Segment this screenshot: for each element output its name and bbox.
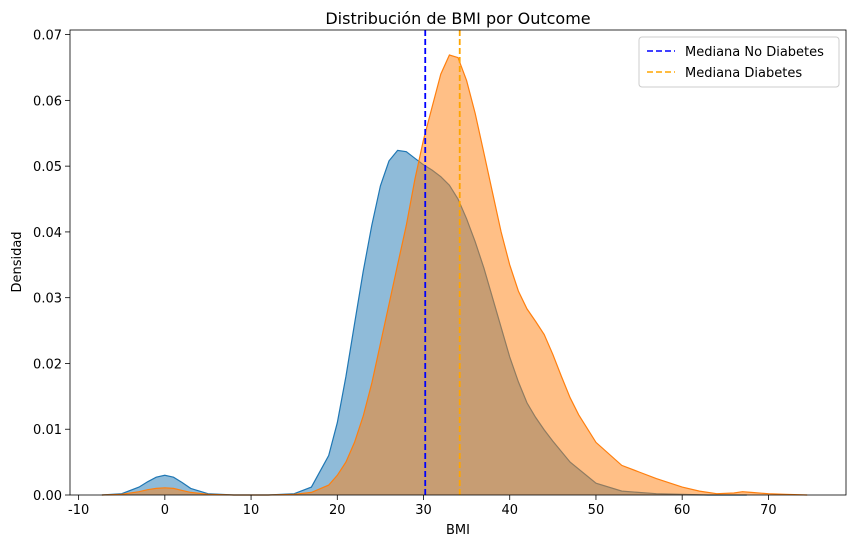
chart-title: Distribución de BMI por Outcome (325, 9, 590, 28)
legend-label-no-diabetes: Mediana No Diabetes (685, 45, 824, 60)
series-layer (101, 54, 808, 496)
y-axis: 0.00 0.01 0.02 0.03 0.04 0.05 0.06 0.07 (33, 29, 70, 504)
x-tick-label: 30 (415, 503, 432, 518)
x-tick-label: 70 (760, 503, 777, 518)
y-tick-label: 0.05 (33, 160, 62, 175)
y-axis-label: Densidad (10, 231, 25, 292)
median-layer (424, 30, 461, 495)
density-area-diabetes (101, 55, 808, 495)
x-tick-label: 60 (674, 503, 691, 518)
y-tick-label: 0.01 (33, 423, 62, 438)
plot-frame (69, 29, 847, 496)
legend-label-diabetes: Mediana Diabetes (685, 66, 802, 81)
x-tick-label: 20 (329, 503, 346, 518)
legend-box (638, 36, 840, 88)
x-axis: -10 0 10 20 30 40 50 60 70 (68, 495, 777, 518)
x-tick-label: 50 (588, 503, 605, 518)
y-tick-label: 0.00 (33, 489, 62, 504)
y-tick-label: 0.06 (33, 94, 62, 109)
density-area-diabetes-outline (101, 54, 808, 496)
y-tick-label: 0.04 (33, 226, 62, 241)
x-axis-label: BMI (446, 523, 470, 538)
x-tick-label: 0 (161, 503, 169, 518)
x-tick-label: 10 (243, 503, 260, 518)
x-tick-label: 40 (501, 503, 518, 518)
x-tick-label: -10 (68, 503, 89, 518)
y-tick-label: 0.07 (33, 29, 62, 44)
legend: Mediana No Diabetes Mediana Diabetes (638, 36, 840, 88)
y-tick-label: 0.03 (33, 292, 62, 307)
y-tick-label: 0.02 (33, 357, 62, 372)
